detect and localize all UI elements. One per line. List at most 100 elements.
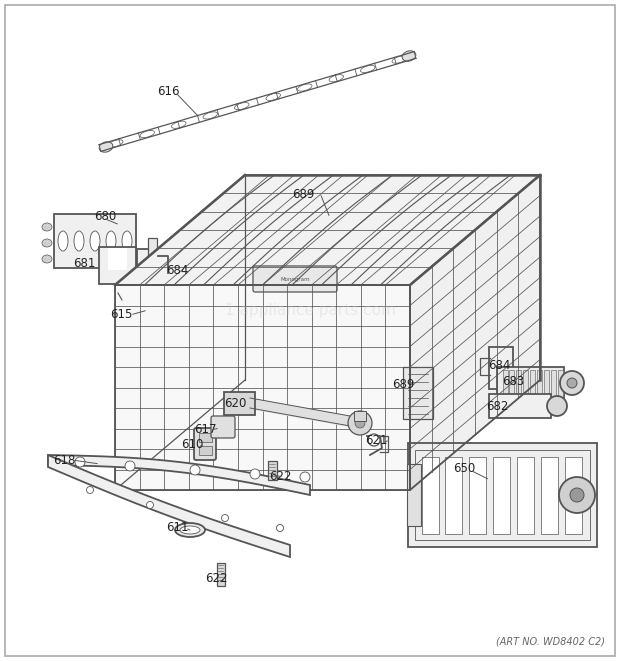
Ellipse shape — [234, 102, 249, 110]
FancyBboxPatch shape — [137, 249, 157, 281]
Circle shape — [547, 396, 567, 416]
FancyBboxPatch shape — [148, 237, 156, 256]
Ellipse shape — [298, 84, 312, 91]
Ellipse shape — [360, 65, 375, 73]
FancyBboxPatch shape — [489, 394, 551, 418]
Circle shape — [146, 502, 154, 508]
Ellipse shape — [392, 56, 407, 63]
Text: 684: 684 — [488, 359, 510, 372]
Circle shape — [300, 472, 310, 482]
Polygon shape — [48, 455, 290, 557]
Circle shape — [570, 488, 584, 502]
Circle shape — [559, 477, 595, 513]
Text: 683: 683 — [502, 375, 525, 388]
FancyBboxPatch shape — [530, 369, 535, 397]
Circle shape — [115, 287, 121, 293]
FancyBboxPatch shape — [502, 369, 508, 397]
FancyBboxPatch shape — [198, 432, 211, 442]
FancyBboxPatch shape — [54, 214, 136, 268]
Ellipse shape — [74, 231, 84, 251]
Text: 684: 684 — [166, 264, 188, 277]
Circle shape — [560, 371, 584, 395]
Text: 622: 622 — [269, 470, 291, 483]
FancyBboxPatch shape — [223, 391, 254, 414]
FancyBboxPatch shape — [564, 457, 582, 533]
FancyBboxPatch shape — [99, 247, 136, 284]
Ellipse shape — [180, 526, 200, 534]
FancyBboxPatch shape — [108, 248, 127, 270]
Text: (ART NO. WD8402 C2): (ART NO. WD8402 C2) — [496, 636, 605, 646]
Text: 680: 680 — [94, 210, 117, 223]
Ellipse shape — [140, 130, 154, 137]
Text: 622: 622 — [205, 572, 228, 585]
Circle shape — [277, 524, 283, 531]
FancyBboxPatch shape — [422, 457, 438, 533]
Text: 610: 610 — [181, 438, 203, 451]
FancyBboxPatch shape — [557, 369, 562, 397]
Text: 681: 681 — [73, 257, 95, 270]
FancyBboxPatch shape — [445, 457, 463, 533]
FancyBboxPatch shape — [551, 369, 556, 397]
Ellipse shape — [266, 93, 280, 100]
Ellipse shape — [106, 231, 116, 251]
Ellipse shape — [42, 239, 52, 247]
FancyBboxPatch shape — [408, 443, 597, 547]
FancyBboxPatch shape — [253, 266, 337, 292]
Ellipse shape — [42, 223, 52, 231]
FancyBboxPatch shape — [469, 457, 486, 533]
Circle shape — [348, 411, 372, 435]
FancyBboxPatch shape — [216, 563, 224, 586]
Ellipse shape — [172, 121, 186, 128]
FancyBboxPatch shape — [194, 428, 216, 460]
FancyBboxPatch shape — [354, 411, 366, 421]
Circle shape — [368, 434, 380, 446]
Text: 650: 650 — [453, 462, 476, 475]
Ellipse shape — [42, 255, 52, 263]
FancyBboxPatch shape — [267, 461, 277, 479]
Text: 689: 689 — [292, 188, 314, 201]
Polygon shape — [410, 175, 540, 490]
FancyBboxPatch shape — [510, 369, 515, 397]
Ellipse shape — [402, 51, 416, 61]
FancyBboxPatch shape — [407, 464, 421, 526]
Circle shape — [250, 469, 260, 479]
Text: 617: 617 — [194, 423, 216, 436]
Ellipse shape — [58, 231, 68, 251]
FancyBboxPatch shape — [489, 347, 513, 389]
FancyBboxPatch shape — [517, 457, 534, 533]
Text: 621: 621 — [365, 434, 388, 447]
FancyBboxPatch shape — [497, 367, 564, 399]
Ellipse shape — [175, 523, 205, 537]
Ellipse shape — [99, 142, 113, 152]
Ellipse shape — [90, 231, 100, 251]
Text: 682: 682 — [486, 400, 508, 413]
FancyBboxPatch shape — [493, 457, 510, 533]
Text: 611: 611 — [166, 521, 188, 534]
Circle shape — [125, 461, 135, 471]
Text: 620: 620 — [224, 397, 246, 410]
FancyBboxPatch shape — [544, 369, 549, 397]
Ellipse shape — [108, 139, 123, 147]
Ellipse shape — [203, 112, 218, 119]
Circle shape — [190, 465, 200, 475]
FancyBboxPatch shape — [198, 446, 211, 455]
FancyBboxPatch shape — [211, 416, 235, 438]
Text: 1 appliance parts.com: 1 appliance parts.com — [224, 303, 396, 317]
Text: 615: 615 — [110, 308, 133, 321]
FancyBboxPatch shape — [523, 369, 528, 397]
FancyBboxPatch shape — [516, 369, 521, 397]
Text: 689: 689 — [392, 378, 414, 391]
Polygon shape — [115, 175, 540, 285]
Polygon shape — [48, 455, 310, 495]
Polygon shape — [115, 285, 410, 490]
FancyBboxPatch shape — [403, 367, 433, 419]
Ellipse shape — [329, 75, 343, 82]
Text: Monogram: Monogram — [280, 276, 310, 282]
Text: 616: 616 — [157, 85, 180, 98]
FancyBboxPatch shape — [537, 369, 542, 397]
Text: 618: 618 — [53, 454, 76, 467]
Circle shape — [355, 418, 365, 428]
FancyBboxPatch shape — [541, 457, 557, 533]
Ellipse shape — [122, 231, 132, 251]
Circle shape — [221, 514, 229, 522]
